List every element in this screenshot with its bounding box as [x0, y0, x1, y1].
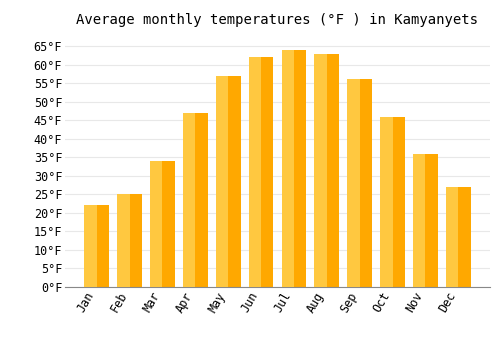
Bar [150, 161, 162, 287]
Bar [216, 76, 228, 287]
Bar [117, 194, 130, 287]
Bar [248, 57, 261, 287]
Bar [150, 161, 174, 287]
Bar [216, 76, 240, 287]
Bar [446, 187, 458, 287]
Bar [380, 117, 405, 287]
Bar [348, 79, 372, 287]
Bar [183, 113, 208, 287]
Bar [413, 154, 438, 287]
Bar [183, 113, 196, 287]
Bar [380, 117, 392, 287]
Bar [84, 205, 96, 287]
Bar [413, 154, 426, 287]
Bar [314, 54, 339, 287]
Bar [446, 187, 470, 287]
Bar [348, 79, 360, 287]
Bar [282, 50, 294, 287]
Bar [314, 54, 327, 287]
Bar [117, 194, 142, 287]
Bar [248, 57, 274, 287]
Title: Average monthly temperatures (°F ) in Kamyanyets: Average monthly temperatures (°F ) in Ka… [76, 13, 478, 27]
Bar [84, 205, 109, 287]
Bar [282, 50, 306, 287]
